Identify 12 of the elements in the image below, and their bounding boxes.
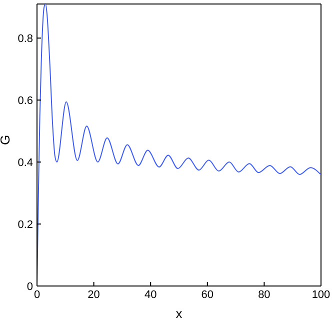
y-tick-label: 0.2 [18,218,33,231]
x-tick-label: 100 [312,288,330,301]
x-tick-label: 40 [144,288,157,301]
y-tick-label: 0.8 [18,32,33,45]
y-axis-title: G [0,134,13,145]
y-tick-label: 0.4 [18,156,33,169]
x-tick-label: 20 [88,288,100,301]
x-tick-label: 80 [258,288,270,301]
y-tick-label: 0 [26,280,33,293]
x-tick-label: 60 [201,288,214,301]
y-tick-label: 0.6 [18,94,33,107]
x-axis-title: x [176,306,183,320]
